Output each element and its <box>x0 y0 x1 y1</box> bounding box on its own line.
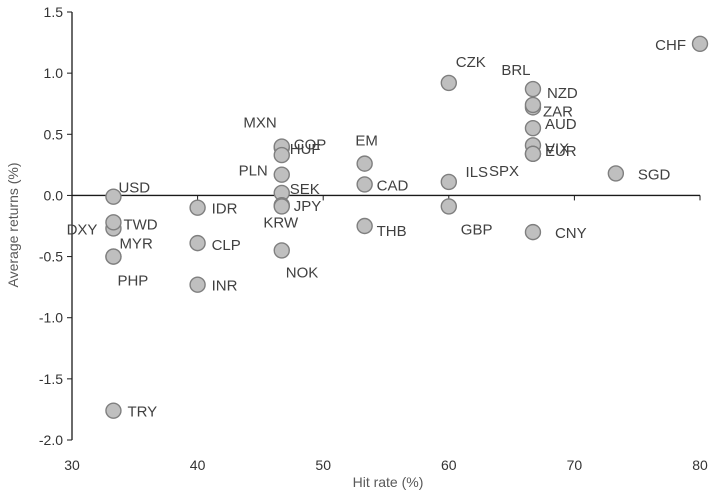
data-point-label: JPY <box>294 198 322 215</box>
data-point-label: SGD <box>638 166 671 183</box>
data-point <box>105 214 122 231</box>
data-point-label: CHF <box>655 37 686 54</box>
data-point-label: ILS <box>466 164 489 181</box>
data-point <box>524 145 542 163</box>
data-point-label: TRY <box>127 404 157 421</box>
y-tick-label: 1.5 <box>44 4 64 20</box>
data-point-label: SEK <box>290 181 320 198</box>
data-point-label: MYR <box>119 236 153 253</box>
data-point <box>273 146 290 164</box>
y-tick-label: 1.0 <box>44 65 64 81</box>
data-point-label: THB <box>377 223 407 240</box>
data-point-label: EUR <box>545 143 577 160</box>
data-point-label: BRL <box>501 62 530 79</box>
data-point-label: CZK <box>456 54 486 71</box>
y-tick-label: 0.5 <box>44 126 64 142</box>
x-tick-label: 80 <box>692 457 708 473</box>
data-point <box>440 173 457 191</box>
data-point-label: USD <box>118 180 150 197</box>
data-point <box>189 276 206 293</box>
data-point-label: GBP <box>461 221 493 238</box>
x-axis-title: Hit rate (%) <box>353 474 424 490</box>
data-point-label: DXY <box>67 221 98 238</box>
data-point-label: INR <box>212 278 238 295</box>
data-point <box>440 74 457 92</box>
y-tick-label: -1.5 <box>39 371 63 387</box>
data-point <box>524 119 542 137</box>
x-tick-label: 40 <box>190 457 206 473</box>
data-point-label: IDR <box>212 201 238 218</box>
x-tick-label: 50 <box>315 457 331 473</box>
data-point <box>524 223 542 241</box>
data-point-label: NZD <box>547 85 578 102</box>
data-point-label: PLN <box>239 163 268 180</box>
data-point <box>691 35 709 52</box>
data-point <box>105 248 122 265</box>
data-point-label: VIX <box>545 140 569 157</box>
data-point <box>440 198 457 215</box>
data-point-label: AUD <box>545 116 577 133</box>
data-point-label: COP <box>294 137 327 154</box>
data-point-label: NOK <box>286 264 319 281</box>
x-tick-label: 30 <box>64 457 80 473</box>
data-point <box>105 402 122 419</box>
data-point <box>273 198 290 215</box>
data-point-label: CNY <box>555 225 587 242</box>
y-tick-label: -2.0 <box>39 432 63 448</box>
data-point-label: TWD <box>123 216 157 233</box>
axes <box>67 11 701 441</box>
data-point-label: CAD <box>377 177 409 194</box>
data-point <box>524 80 542 98</box>
data-point-label: PHP <box>117 273 148 290</box>
data-point-label: HUF <box>290 141 321 158</box>
data-points <box>105 35 709 419</box>
data-point-label: ZAR <box>543 103 573 120</box>
data-point-label: CLP <box>212 237 241 254</box>
data-point <box>356 155 373 172</box>
y-tick-label: -0.5 <box>39 249 63 265</box>
data-point <box>189 234 206 252</box>
data-point <box>105 188 122 205</box>
data-point <box>273 166 290 183</box>
data-point-label: MXN <box>243 115 276 132</box>
data-point-label: EM <box>355 133 378 150</box>
y-axis-title: Average returns (%) <box>5 162 21 287</box>
data-point-label: SPX <box>489 163 519 180</box>
data-point <box>356 176 373 193</box>
data-point <box>189 199 206 216</box>
y-tick-label: -1.0 <box>39 310 63 326</box>
data-point <box>356 217 373 235</box>
data-point <box>273 242 290 259</box>
data-point <box>524 96 542 114</box>
data-point-label: KRW <box>263 214 299 231</box>
data-point <box>607 165 625 182</box>
x-tick-label: 60 <box>441 457 457 473</box>
y-tick-label: 0.0 <box>44 187 64 203</box>
tick-labels: 1.5 1.0 0.5 0.0 -0.5 -1.0 -1.5 -2.030 40 50 60 70 80 <box>39 4 708 473</box>
x-tick-label: 70 <box>567 457 583 473</box>
